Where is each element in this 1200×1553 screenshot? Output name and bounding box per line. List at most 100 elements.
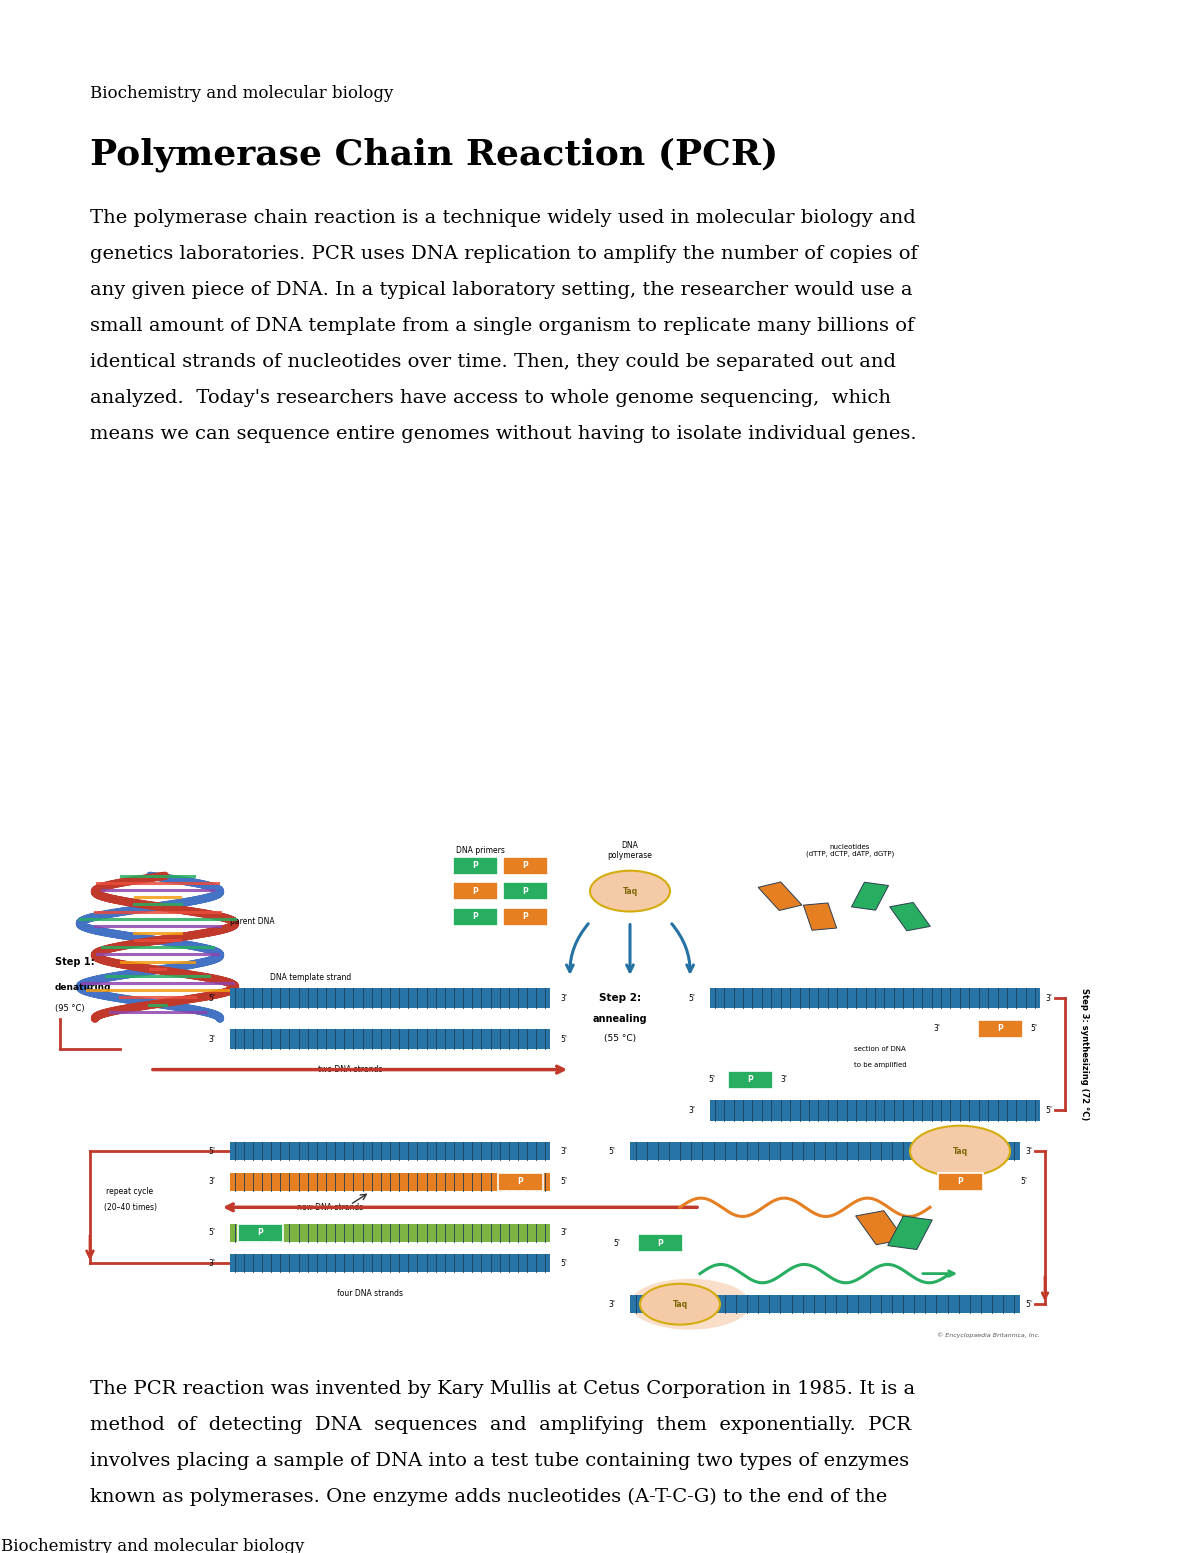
Text: method  of  detecting  DNA  sequences  and  amplifying  them  exponentially.  PC: method of detecting DNA sequences and am… xyxy=(90,1416,911,1433)
Text: 5': 5' xyxy=(560,1177,568,1186)
Text: 3': 3' xyxy=(780,1075,787,1084)
Bar xyxy=(852,882,888,910)
Text: any given piece of DNA. In a typical laboratory setting, the researcher would us: any given piece of DNA. In a typical lab… xyxy=(90,281,912,300)
Text: Step 1:: Step 1: xyxy=(55,958,95,968)
Text: DNA primers: DNA primers xyxy=(456,846,504,854)
Text: Biochemistry and molecular biology: Biochemistry and molecular biology xyxy=(90,85,394,102)
FancyBboxPatch shape xyxy=(230,1224,550,1242)
Text: known as polymerases. One enzyme adds nucleotides (A-T-C-G) to the end of the: known as polymerases. One enzyme adds nu… xyxy=(90,1488,887,1506)
FancyBboxPatch shape xyxy=(978,1020,1022,1037)
Text: section of DNA: section of DNA xyxy=(854,1047,906,1053)
FancyBboxPatch shape xyxy=(727,1072,773,1089)
Text: P: P xyxy=(472,860,478,870)
Bar xyxy=(856,1211,905,1244)
Text: The PCR reaction was invented by Kary Mullis at Cetus Corporation in 1985. It is: The PCR reaction was invented by Kary Mu… xyxy=(90,1381,916,1398)
Text: involves placing a sample of DNA into a test tube containing two types of enzyme: involves placing a sample of DNA into a … xyxy=(90,1452,910,1471)
Text: © Encyclopaedia Britannica, Inc.: © Encyclopaedia Britannica, Inc. xyxy=(937,1332,1040,1337)
Text: new DNA strands: new DNA strands xyxy=(296,1204,364,1211)
FancyBboxPatch shape xyxy=(710,988,1040,1008)
Text: (20–40 times): (20–40 times) xyxy=(103,1204,156,1211)
Text: parent DNA: parent DNA xyxy=(230,918,275,926)
Text: Biochemistry and molecular biology: Biochemistry and molecular biology xyxy=(1,1539,305,1553)
Text: 3': 3' xyxy=(934,1025,940,1033)
Text: (55 °C): (55 °C) xyxy=(604,1034,636,1044)
Text: Taq: Taq xyxy=(672,1300,688,1309)
Bar xyxy=(758,882,802,910)
Text: 3': 3' xyxy=(1045,994,1052,1003)
Text: Step 2:: Step 2: xyxy=(599,994,641,1003)
Bar xyxy=(803,902,836,930)
Text: P: P xyxy=(522,860,528,870)
FancyBboxPatch shape xyxy=(230,1173,550,1191)
FancyBboxPatch shape xyxy=(230,1255,550,1272)
FancyBboxPatch shape xyxy=(937,1173,983,1191)
Text: P: P xyxy=(522,887,528,896)
FancyBboxPatch shape xyxy=(630,1295,1020,1314)
Text: P: P xyxy=(958,1177,962,1186)
Text: P: P xyxy=(472,912,478,921)
Text: nucleotides
(dTTP, dCTP, dATP, dGTP): nucleotides (dTTP, dCTP, dATP, dGTP) xyxy=(806,843,894,857)
Text: 5': 5' xyxy=(560,1259,568,1267)
FancyBboxPatch shape xyxy=(630,1143,1020,1160)
Text: 3': 3' xyxy=(208,1177,215,1186)
FancyBboxPatch shape xyxy=(452,857,498,874)
Text: Step 3: synthesizing (72 °C): Step 3: synthesizing (72 °C) xyxy=(1080,988,1090,1120)
Text: 5': 5' xyxy=(208,1146,215,1155)
Text: analyzed.  Today's researchers have access to whole genome sequencing,  which: analyzed. Today's researchers have acces… xyxy=(90,388,890,407)
FancyBboxPatch shape xyxy=(452,882,498,901)
Text: means we can sequence entire genomes without having to isolate individual genes.: means we can sequence entire genomes wit… xyxy=(90,426,917,443)
FancyBboxPatch shape xyxy=(637,1235,683,1252)
Text: 5': 5' xyxy=(1020,1177,1027,1186)
Text: DNA
polymerase: DNA polymerase xyxy=(607,840,653,860)
Text: 3': 3' xyxy=(688,1106,695,1115)
Text: 3': 3' xyxy=(208,1034,215,1044)
Text: P: P xyxy=(658,1238,662,1247)
Text: four DNA strands: four DNA strands xyxy=(337,1289,403,1298)
Text: 3': 3' xyxy=(208,1259,215,1267)
Text: P: P xyxy=(472,887,478,896)
FancyBboxPatch shape xyxy=(503,857,547,874)
Text: annealing: annealing xyxy=(593,1014,647,1023)
Bar xyxy=(888,1216,932,1250)
Text: 3': 3' xyxy=(560,1146,568,1155)
Text: 5': 5' xyxy=(708,1075,715,1084)
Text: 5': 5' xyxy=(688,994,695,1003)
Ellipse shape xyxy=(630,1278,750,1329)
FancyBboxPatch shape xyxy=(710,1100,1040,1121)
Text: 5': 5' xyxy=(1025,1300,1032,1309)
Text: 5': 5' xyxy=(208,1228,215,1238)
Circle shape xyxy=(640,1284,720,1325)
Text: P: P xyxy=(522,912,528,921)
FancyBboxPatch shape xyxy=(452,907,498,926)
Circle shape xyxy=(910,1126,1010,1177)
Text: 5': 5' xyxy=(1045,1106,1052,1115)
Text: 5': 5' xyxy=(608,1146,616,1155)
Text: DNA template strand: DNA template strand xyxy=(270,974,352,983)
Text: The polymerase chain reaction is a technique widely used in molecular biology an: The polymerase chain reaction is a techn… xyxy=(90,210,916,227)
Text: 3': 3' xyxy=(608,1300,616,1309)
Text: P: P xyxy=(517,1177,523,1186)
Text: 3': 3' xyxy=(560,994,568,1003)
Text: genetics laboratories. PCR uses DNA replication to amplify the number of copies : genetics laboratories. PCR uses DNA repl… xyxy=(90,245,918,262)
Text: repeat cycle: repeat cycle xyxy=(107,1188,154,1196)
Text: two DNA strands: two DNA strands xyxy=(318,1065,383,1075)
FancyBboxPatch shape xyxy=(238,1224,282,1242)
FancyBboxPatch shape xyxy=(503,907,547,926)
Circle shape xyxy=(590,871,670,912)
Text: 5': 5' xyxy=(560,1034,568,1044)
Text: identical strands of nucleotides over time. Then, they could be separated out an: identical strands of nucleotides over ti… xyxy=(90,353,896,371)
Text: Polymerase Chain Reaction (PCR): Polymerase Chain Reaction (PCR) xyxy=(90,137,779,171)
Text: P: P xyxy=(748,1075,752,1084)
Text: P: P xyxy=(257,1228,263,1238)
Bar xyxy=(889,902,930,930)
Text: denaturing: denaturing xyxy=(55,983,112,992)
Text: (95 °C): (95 °C) xyxy=(55,1003,85,1013)
Text: 5': 5' xyxy=(613,1238,620,1247)
FancyBboxPatch shape xyxy=(230,988,550,1008)
FancyBboxPatch shape xyxy=(498,1173,542,1191)
Text: Taq: Taq xyxy=(623,887,637,896)
FancyBboxPatch shape xyxy=(230,1143,550,1160)
Text: small amount of DNA template from a single organism to replicate many billions o: small amount of DNA template from a sing… xyxy=(90,317,914,335)
Text: 3': 3' xyxy=(560,1228,568,1238)
Text: P: P xyxy=(997,1025,1003,1033)
